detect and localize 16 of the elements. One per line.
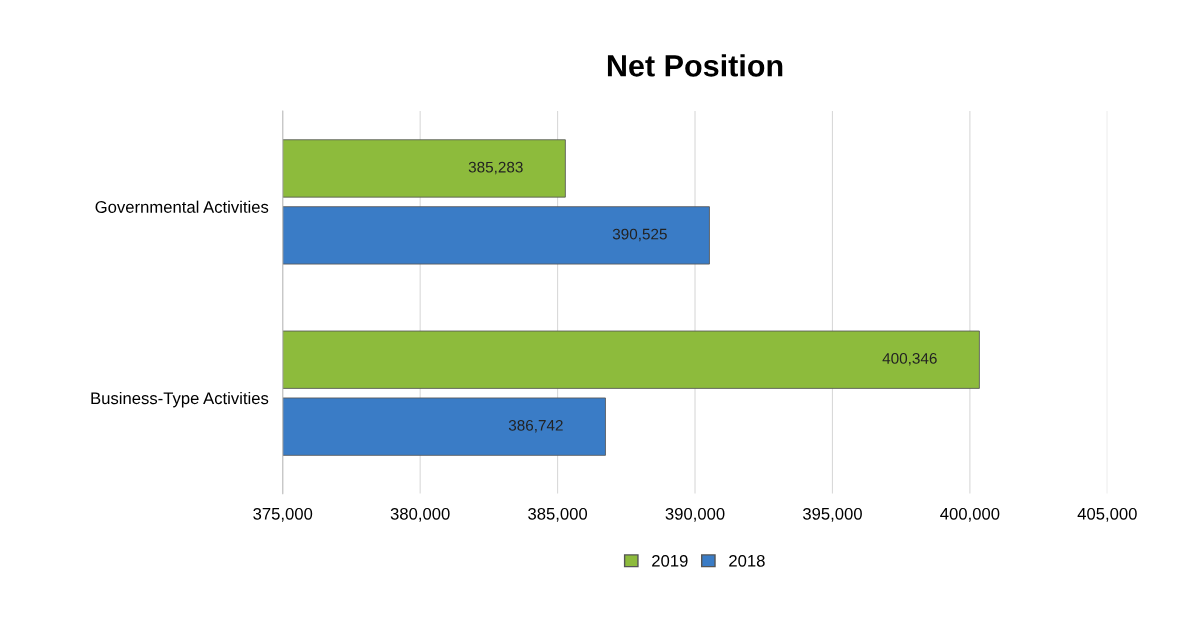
- data-label: 400,346: [882, 352, 937, 366]
- chart-title: Net Position: [607, 54, 783, 77]
- data-label: 385,283: [468, 161, 523, 175]
- legend-label: 2018: [729, 554, 765, 567]
- x-tick-label: 385,000: [528, 507, 588, 522]
- x-tick-label: 405,000: [1077, 507, 1137, 522]
- legend-label: 2019: [652, 554, 688, 567]
- data-label: 386,742: [508, 419, 563, 433]
- y-tick-label: Governmental Activities: [95, 200, 269, 213]
- x-tick-label: 400,000: [940, 507, 1000, 522]
- x-tick-label: 375,000: [253, 507, 313, 522]
- x-tick-label: 390,000: [665, 507, 725, 522]
- x-tick-label: 395,000: [802, 507, 862, 522]
- y-tick-label: Business-Type Activities: [91, 391, 269, 408]
- x-tick-label: 380,000: [390, 507, 450, 522]
- data-label: 390,525: [612, 228, 667, 242]
